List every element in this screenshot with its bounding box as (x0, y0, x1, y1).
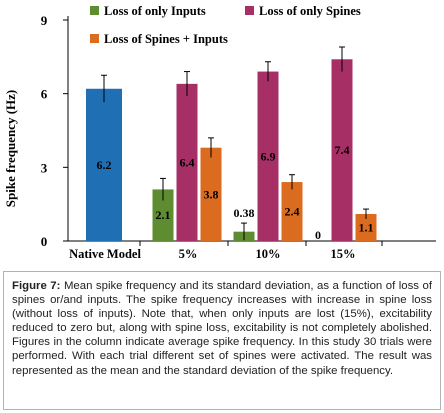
data-label: 6.9 (261, 149, 276, 163)
data-label: 6.4 (180, 155, 195, 169)
data-label: 0 (315, 228, 321, 242)
bar (86, 88, 122, 241)
x-category-label: 5% (179, 247, 198, 261)
data-label: 7.4 (335, 143, 350, 157)
figure-caption-body: Mean spike frequency and its standard de… (12, 280, 432, 377)
y-tick-label: 0 (41, 234, 48, 249)
y-axis-title: Spike frequency (Hz) (3, 90, 18, 207)
legend-label: Loss of Spines + Inputs (104, 32, 228, 46)
bar (331, 59, 353, 242)
bar (281, 182, 303, 241)
bar (355, 213, 377, 241)
data-label: 2.1 (156, 208, 171, 222)
bar (152, 189, 174, 241)
data-label: 6.2 (97, 158, 112, 172)
legend-swatch (90, 6, 99, 15)
bar (176, 83, 198, 241)
x-category-label: Native Model (69, 247, 141, 261)
bar-chart: 0 3 6 9 Spike frequency (Hz) Native Model 6.2 5… (3, 4, 436, 261)
x-category-label: 15% (331, 247, 356, 261)
y-tick-label: 3 (41, 160, 48, 175)
y-tick-label: 6 (41, 87, 48, 102)
data-label: 1.1 (359, 220, 374, 234)
figure-caption-box: Figure 7: Mean spike frequency and its s… (3, 271, 441, 410)
data-label: 3.8 (204, 187, 219, 201)
figure-caption-label: Figure 7: (12, 280, 61, 292)
figure-caption: Figure 7: Mean spike frequency and its s… (12, 279, 432, 378)
bar (200, 147, 222, 241)
data-label: 0.38 (234, 206, 255, 220)
bar (257, 71, 279, 241)
data-label: 2.4 (285, 205, 300, 219)
x-category-label: 10% (256, 247, 281, 261)
y-tick-label: 9 (41, 13, 48, 28)
legend-swatch (90, 34, 99, 43)
legend-swatch (245, 6, 254, 15)
legend-label: Loss of only Inputs (104, 4, 206, 18)
legend-label: Loss of only Spines (259, 4, 361, 18)
